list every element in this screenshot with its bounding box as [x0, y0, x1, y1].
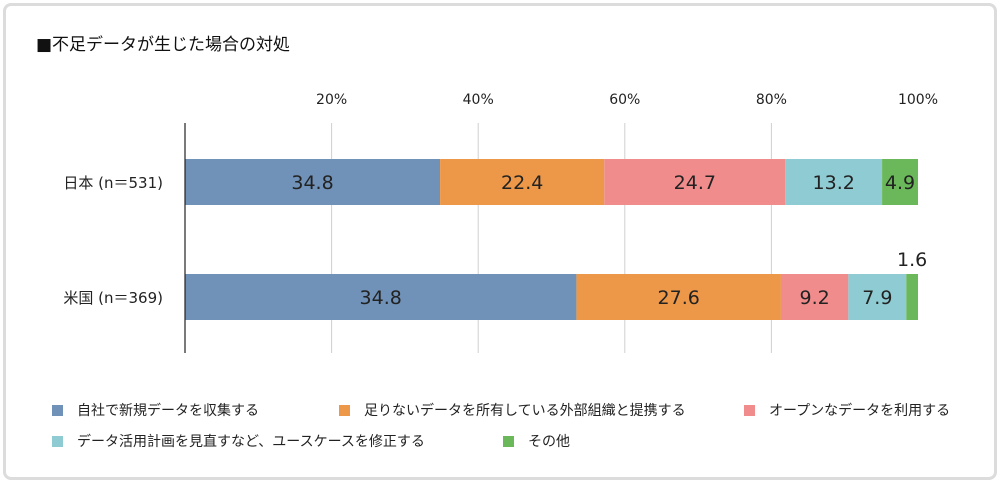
bar-segment	[576, 274, 781, 320]
data-label: 9.2	[800, 287, 830, 309]
data-label: 4.9	[885, 172, 915, 194]
legend-label: オープンなデータを利用する	[769, 403, 951, 419]
data-label: 22.4	[501, 172, 543, 194]
data-label: 27.6	[658, 287, 700, 309]
x-tick-label: 80%	[756, 92, 787, 108]
legend-item: データ活用計画を見直すなど、ユースケースを修正する	[52, 431, 425, 451]
bar-segment	[604, 159, 786, 205]
x-tick-label: 100%	[898, 92, 938, 108]
data-label: 34.8	[360, 287, 402, 309]
legend-swatch	[503, 435, 514, 447]
legend-item: 自社で新規データを収集する	[52, 400, 259, 420]
legend-label: データ活用計画を見直すなど、ユースケースを修正する	[77, 434, 425, 450]
x-tick-label: 20%	[316, 92, 347, 108]
data-label: 24.7	[674, 172, 716, 194]
legend-item: その他	[503, 431, 570, 451]
legend-swatch	[744, 404, 755, 416]
legend-item: オープンなデータを利用する	[744, 400, 950, 420]
chart-frame	[3, 3, 997, 480]
legend-swatch	[52, 404, 63, 416]
bar-segment	[185, 159, 441, 205]
data-label: 13.2	[813, 172, 855, 194]
bar-segment	[906, 274, 918, 320]
bar-segment	[185, 274, 577, 320]
legend-item: 足りないデータを所有している外部組織と提携する	[339, 400, 686, 420]
bar-segment	[440, 159, 605, 205]
legend-swatch	[52, 435, 63, 447]
legend-label: その他	[528, 434, 570, 450]
bar-segment	[882, 159, 918, 205]
x-tick-label: 40%	[463, 92, 494, 108]
legend-swatch	[339, 404, 350, 416]
bar-segment	[848, 274, 907, 320]
data-label: 34.8	[291, 172, 333, 194]
x-tick-label: 60%	[609, 92, 640, 108]
legend-label: 足りないデータを所有している外部組織と提携する	[364, 403, 686, 419]
data-label: 7.9	[862, 287, 892, 309]
chart-title: ■不足データが生じた場合の対処	[36, 35, 291, 55]
category-label: 米国 (n＝369)	[63, 289, 163, 307]
data-label: 1.6	[897, 249, 927, 271]
bar-segment	[785, 159, 883, 205]
legend-label: 自社で新規データを収集する	[77, 403, 259, 419]
bar-segment	[780, 274, 849, 320]
category-label: 日本 (n＝531)	[63, 174, 163, 192]
